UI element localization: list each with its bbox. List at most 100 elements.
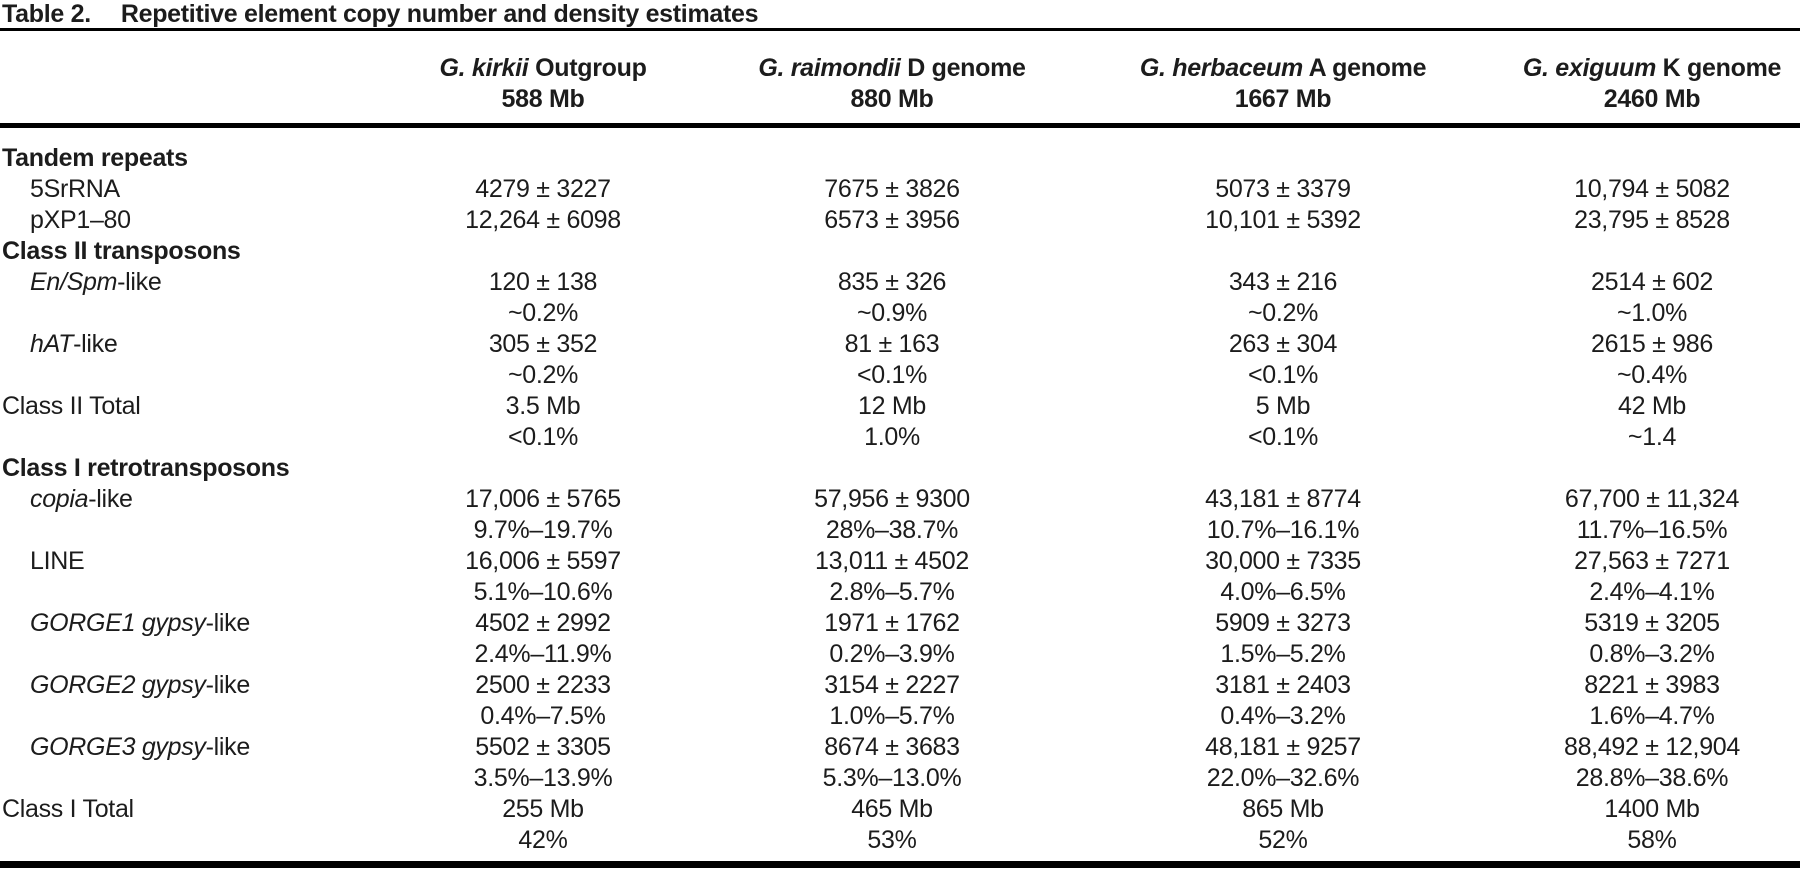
table-row: Class II transposons <box>0 236 1800 267</box>
value-cell: 255 Mb <box>502 795 584 823</box>
percent-cell: <0.1% <box>1247 423 1319 451</box>
row-label: LINE <box>30 547 85 575</box>
value-cell: 30,000 ± 7335 <box>1205 547 1361 575</box>
value-cell: 305 ± 352 <box>488 330 598 358</box>
column-header-name: G. exiguum K genome <box>1522 54 1782 82</box>
table-row: hAT-like 305 ± 352 81 ± 163 263 ± 304 2615 ±… <box>0 329 1800 360</box>
table-row: 2.4%–11.9% 0.2%–3.9% 1.5%–5.2% 0.8%–3.2% <box>0 639 1800 670</box>
row-label: En/Spm-like <box>30 268 162 296</box>
value-cell: 43,181 ± 8774 <box>1205 485 1361 513</box>
table-title: Table 2. Repetitive element copy number a… <box>2 0 759 29</box>
column-header: G. kirkii Outgroup 588 Mb <box>420 53 666 115</box>
percent-cell: ~0.9% <box>856 299 928 327</box>
percent-cell: 0.4%–7.5% <box>480 702 606 730</box>
percent-cell: 0.8%–3.2% <box>1589 640 1715 668</box>
species-name: G. kirkii <box>439 54 529 82</box>
percent-cell: 28.8%–38.6% <box>1575 764 1729 792</box>
value-cell: 7675 ± 3826 <box>824 175 960 203</box>
value-cell: 48,181 ± 9257 <box>1205 733 1361 761</box>
percent-cell: ~1.4 <box>1627 423 1677 451</box>
row-label: copia-like <box>30 485 133 513</box>
column-header-name: G. herbaceum A genome <box>1139 54 1427 82</box>
section-label: Class I retrotransposons <box>2 454 290 482</box>
percent-cell: 52% <box>1258 826 1308 854</box>
value-cell: 6573 ± 3956 <box>824 206 960 234</box>
percent-cell: 2.4%–11.9% <box>474 640 612 668</box>
species-name: G. herbaceum <box>1139 54 1303 82</box>
percent-cell: 42% <box>518 826 568 854</box>
value-cell: 57,956 ± 9300 <box>814 485 970 513</box>
percent-cell: 22.0%–32.6% <box>1206 764 1360 792</box>
table-row: pXP1–80 12,264 ± 6098 6573 ± 3956 10,101 ± … <box>0 205 1800 236</box>
percent-cell: 53% <box>867 826 917 854</box>
value-cell: 263 ± 304 <box>1228 330 1338 358</box>
value-cell: 5319 ± 3205 <box>1584 609 1720 637</box>
header-rule <box>0 123 1800 128</box>
value-cell: 27,563 ± 7271 <box>1574 547 1730 575</box>
value-cell: 42 Mb <box>1618 392 1686 420</box>
section-label: Class II transposons <box>2 237 241 265</box>
table-title-text: Repetitive element copy number and densi… <box>120 0 759 28</box>
table-row: Tandem repeats <box>0 143 1800 174</box>
row-label: Class II Total <box>2 392 141 420</box>
row-label: pXP1–80 <box>30 206 131 234</box>
value-cell: 1400 Mb <box>1604 795 1700 823</box>
table-row: Class II Total 3.5 Mb 12 Mb 5 Mb 42 Mb <box>0 391 1800 422</box>
table-row: copia-like 17,006 ± 5765 57,956 ± 9300 43,1… <box>0 484 1800 515</box>
percent-cell: <0.1% <box>856 361 928 389</box>
table-row: 5.1%–10.6% 2.8%–5.7% 4.0%–6.5% 2.4%–4.1% <box>0 577 1800 608</box>
percent-cell: 2.8%–5.7% <box>829 578 955 606</box>
percent-cell: 3.5%–13.9% <box>473 764 613 792</box>
percent-cell: 1.0%–5.7% <box>829 702 955 730</box>
value-cell: 343 ± 216 <box>1228 268 1338 296</box>
value-cell: 81 ± 163 <box>844 330 940 358</box>
value-cell: 8674 ± 3683 <box>824 733 960 761</box>
value-cell: 120 ± 138 <box>488 268 598 296</box>
table-row: 3.5%–13.9% 5.3%–13.0% 22.0%–32.6% 28.8%–38.… <box>0 763 1800 794</box>
value-cell: 12,264 ± 6098 <box>465 206 621 234</box>
bottom-rule <box>0 861 1800 868</box>
value-cell: 10,101 ± 5392 <box>1205 206 1361 234</box>
percent-cell: 9.7%–19.7% <box>473 516 613 544</box>
percent-cell: 5.1%–10.6% <box>473 578 613 606</box>
percent-cell: ~0.4% <box>1616 361 1688 389</box>
value-cell: 17,006 ± 5765 <box>465 485 621 513</box>
value-cell: 2615 ± 986 <box>1591 330 1713 358</box>
table-row: 0.4%–7.5% 1.0%–5.7% 0.4%–3.2% 1.6%–4.7% <box>0 701 1800 732</box>
row-label: GORGE2 gypsy-like <box>30 671 250 699</box>
genome-size: 880 Mb <box>850 85 934 113</box>
percent-cell: 5.3%–13.0% <box>822 764 962 792</box>
percent-cell: 2.4%–4.1% <box>1589 578 1715 606</box>
genome-size: 2460 Mb <box>1603 85 1701 113</box>
value-cell: 5909 ± 3273 <box>1215 609 1351 637</box>
value-cell: 465 Mb <box>851 795 933 823</box>
table-row: 5SrRNA 4279 ± 3227 7675 ± 3826 5073 ± 3379 1… <box>0 174 1800 205</box>
value-cell: 3181 ± 2403 <box>1215 671 1351 699</box>
table-row: GORGE1 gypsy-like 4502 ± 2992 1971 ± 1762 5… <box>0 608 1800 639</box>
species-name: G. exiguum <box>1522 54 1657 82</box>
table-row: Class I retrotransposons <box>0 453 1800 484</box>
value-cell: 12 Mb <box>858 392 926 420</box>
table-row: ~0.2% ~0.9% ~0.2% ~1.0% <box>0 298 1800 329</box>
value-cell: 67,700 ± 11,324 <box>1564 485 1740 513</box>
column-header-name: G. kirkii Outgroup <box>439 54 647 82</box>
value-cell: 88,492 ± 12,904 <box>1563 733 1741 761</box>
row-label: GORGE3 gypsy-like <box>30 733 250 761</box>
percent-cell: 58% <box>1627 826 1677 854</box>
row-label: hAT-like <box>30 330 118 358</box>
table-row: GORGE2 gypsy-like 2500 ± 2233 3154 ± 2227 3… <box>0 670 1800 701</box>
percent-cell: 10.7%–16.1% <box>1206 516 1360 544</box>
value-cell: 4502 ± 2992 <box>475 609 611 637</box>
value-cell: 835 ± 326 <box>837 268 947 296</box>
column-header-name: G. raimondii D genome <box>758 54 1026 82</box>
value-cell: 13,011 ± 4502 <box>815 547 969 575</box>
table-row: <0.1% 1.0% <0.1% ~1.4 <box>0 422 1800 453</box>
value-cell: 4279 ± 3227 <box>475 175 611 203</box>
genome-size: 1667 Mb <box>1234 85 1332 113</box>
value-cell: 10,794 ± 5082 <box>1574 175 1730 203</box>
column-header: G. herbaceum A genome 1667 Mb <box>1118 53 1448 115</box>
genome-size: 588 Mb <box>501 85 585 113</box>
value-cell: 3154 ± 2227 <box>824 671 960 699</box>
section-label: Tandem repeats <box>2 144 188 172</box>
